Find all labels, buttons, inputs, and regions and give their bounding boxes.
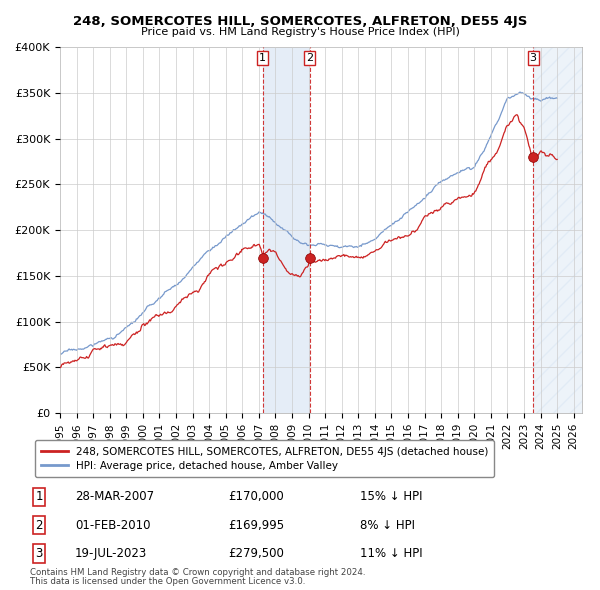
Text: 19-JUL-2023: 19-JUL-2023: [75, 547, 147, 560]
Text: 8% ↓ HPI: 8% ↓ HPI: [360, 519, 415, 532]
Text: 1: 1: [35, 490, 43, 503]
Text: 15% ↓ HPI: 15% ↓ HPI: [360, 490, 422, 503]
Text: Price paid vs. HM Land Registry's House Price Index (HPI): Price paid vs. HM Land Registry's House …: [140, 27, 460, 37]
Text: 28-MAR-2007: 28-MAR-2007: [75, 490, 154, 503]
Text: 3: 3: [35, 547, 43, 560]
Text: 2: 2: [307, 53, 313, 63]
Text: £170,000: £170,000: [228, 490, 284, 503]
Text: 248, SOMERCOTES HILL, SOMERCOTES, ALFRETON, DE55 4JS: 248, SOMERCOTES HILL, SOMERCOTES, ALFRET…: [73, 15, 527, 28]
Text: This data is licensed under the Open Government Licence v3.0.: This data is licensed under the Open Gov…: [30, 578, 305, 586]
Text: 1: 1: [259, 53, 266, 63]
Text: Contains HM Land Registry data © Crown copyright and database right 2024.: Contains HM Land Registry data © Crown c…: [30, 568, 365, 577]
Legend: 248, SOMERCOTES HILL, SOMERCOTES, ALFRETON, DE55 4JS (detached house), HPI: Aver: 248, SOMERCOTES HILL, SOMERCOTES, ALFRET…: [35, 440, 494, 477]
Text: £279,500: £279,500: [228, 547, 284, 560]
Bar: [263, 47, 310, 413]
Text: 3: 3: [530, 53, 536, 63]
Text: 2: 2: [35, 519, 43, 532]
Text: 11% ↓ HPI: 11% ↓ HPI: [360, 547, 422, 560]
Bar: [533, 47, 582, 413]
Text: 01-FEB-2010: 01-FEB-2010: [75, 519, 151, 532]
Text: £169,995: £169,995: [228, 519, 284, 532]
